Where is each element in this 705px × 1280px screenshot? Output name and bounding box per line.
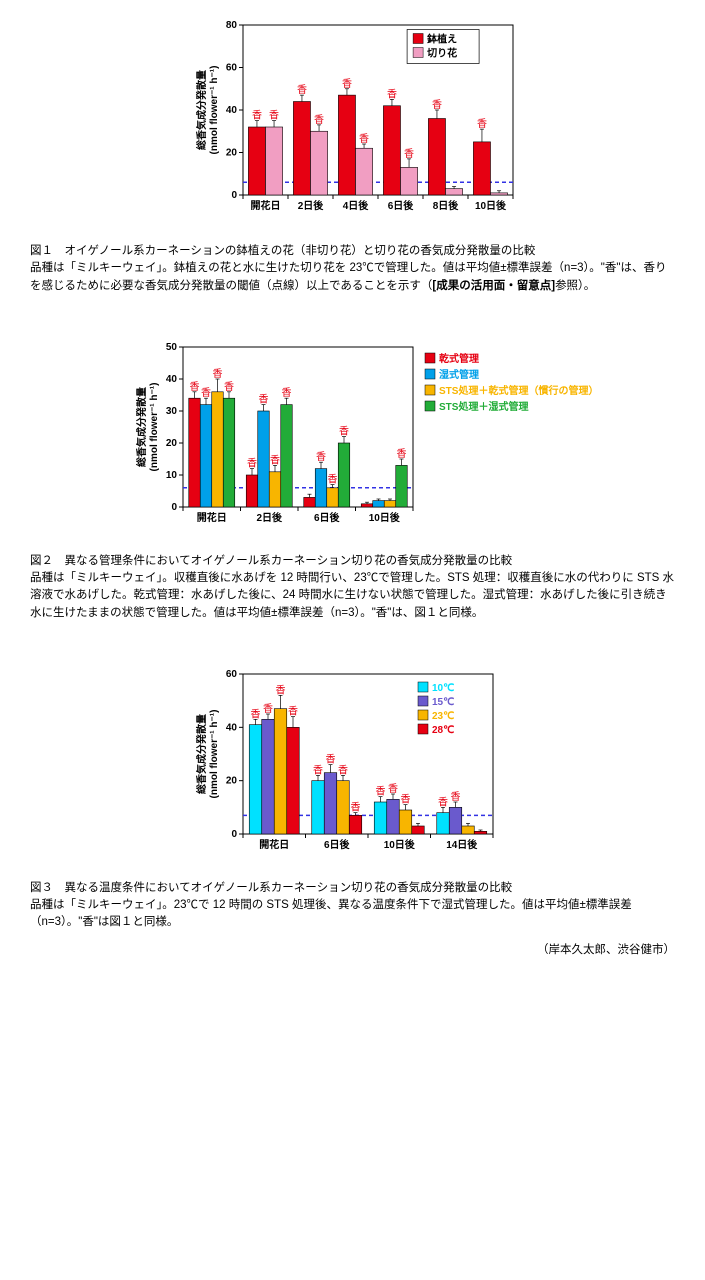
caption-title: 図２ 異なる管理条件においてオイゲノール系カーネーション切り花の香気成分発散量の… [30,553,675,570]
figure-1: 0 20 40 60 80 総香気成分発散量(nmol flower⁻¹ h⁻¹) 開花日 2… [30,15,675,235]
svg-text:STS処理＋乾式管理（慣行の管理）: STS処理＋乾式管理（慣行の管理） [439,384,593,397]
svg-text:10日後: 10日後 [383,838,415,851]
svg-text:香: 香 [313,764,323,776]
svg-text:香: 香 [224,381,234,393]
svg-text:14日後: 14日後 [446,838,478,851]
svg-text:STS処理＋湿式管理: STS処理＋湿式管理 [439,400,528,413]
svg-text:6日後: 6日後 [323,838,350,851]
svg-text:香: 香 [275,684,285,696]
svg-text:2日後: 2日後 [297,199,324,212]
svg-text:40: 40 [225,722,237,733]
caption-tail: 参照）。 [555,280,595,292]
caption-body: 品種は「ミルキーウェイ」。収穫直後に水あげを 12 時間行い、23℃で管理した。… [30,570,675,622]
svg-text:香: 香 [296,84,306,96]
svg-text:15℃: 15℃ [432,697,454,708]
svg-text:香: 香 [438,796,448,808]
svg-text:23℃: 23℃ [432,711,454,722]
svg-text:香: 香 [386,88,396,100]
caption-title: 図３ 異なる温度条件においてオイゲノール系カーネーション切り花の香気成分発散量の… [30,880,675,897]
svg-text:40: 40 [225,105,237,116]
svg-text:総香気成分発散量: 総香気成分発散量 [135,387,148,467]
svg-text:10日後: 10日後 [368,511,400,524]
svg-text:香: 香 [350,801,360,813]
svg-text:香: 香 [288,705,298,717]
figure-3-caption: 図３ 異なる温度条件においてオイゲノール系カーネーション切り花の香気成分発散量の… [30,880,675,932]
svg-text:香: 香 [396,448,406,460]
figure-3: 0 20 40 60 総香気成分発散量(nmol flower⁻¹ h⁻¹) 開花日 6日後… [30,662,675,872]
figure-3-chart: 0 20 40 60 総香気成分発散量(nmol flower⁻¹ h⁻¹) 開花日 6日後… [163,662,543,872]
svg-text:6日後: 6日後 [387,199,414,212]
svg-text:0: 0 [231,190,237,201]
svg-text:香: 香 [212,368,222,380]
svg-text:香: 香 [281,387,291,399]
caption-bold: [成果の活用面・留意点] [432,280,555,292]
svg-text:0: 0 [231,829,237,840]
svg-text:香: 香 [339,425,349,437]
svg-text:20: 20 [165,438,177,449]
svg-text:4日後: 4日後 [342,199,369,212]
svg-text:50: 50 [165,342,177,353]
figure-2-caption: 図２ 異なる管理条件においてオイゲノール系カーネーション切り花の香気成分発散量の… [30,553,675,622]
svg-text:香: 香 [258,393,268,405]
svg-text:香: 香 [431,99,441,111]
svg-text:40: 40 [165,374,177,385]
svg-text:(nmol flower⁻¹ h⁻¹): (nmol flower⁻¹ h⁻¹) [209,66,220,155]
svg-text:香: 香 [251,110,261,122]
svg-text:10: 10 [165,470,177,481]
svg-text:28℃: 28℃ [432,725,454,736]
svg-text:香: 香 [338,764,348,776]
svg-text:湿式管理: 湿式管理 [439,368,479,381]
svg-text:香: 香 [247,457,257,469]
svg-text:香: 香 [201,387,211,399]
svg-text:香: 香 [341,78,351,90]
svg-text:8日後: 8日後 [432,199,459,212]
svg-text:0: 0 [171,502,177,513]
svg-text:20: 20 [225,775,237,786]
svg-text:開花日: 開花日 [196,511,226,524]
figure-2-chart: 0 10 20 30 40 50 総香気成分発散量(nmol flower⁻¹ h⁻¹) 開花… [113,335,593,545]
credits: （岸本久太郎、渋谷健市） [30,942,675,959]
svg-text:(nmol flower⁻¹ h⁻¹): (nmol flower⁻¹ h⁻¹) [149,382,160,471]
svg-text:香: 香 [388,783,398,795]
svg-text:香: 香 [375,785,385,797]
svg-text:(nmol flower⁻¹ h⁻¹): (nmol flower⁻¹ h⁻¹) [209,709,220,798]
figure-1-caption: 図１ オイゲノール系カーネーションの鉢植えの花（非切り花）と切り花の香気成分発散… [30,243,675,295]
svg-text:10日後: 10日後 [474,199,506,212]
svg-text:30: 30 [165,406,177,417]
svg-text:香: 香 [400,793,410,805]
svg-text:香: 香 [476,118,486,130]
svg-text:10℃: 10℃ [432,683,454,694]
svg-text:開花日: 開花日 [250,199,280,212]
svg-text:香: 香 [314,114,324,126]
svg-text:60: 60 [225,669,237,680]
svg-text:60: 60 [225,63,237,74]
svg-text:香: 香 [189,381,199,393]
svg-text:香: 香 [250,708,260,720]
svg-text:香: 香 [325,753,335,765]
svg-text:80: 80 [225,20,237,31]
figure-1-chart: 0 20 40 60 80 総香気成分発散量(nmol flower⁻¹ h⁻¹) 開花日 2… [173,15,533,235]
svg-text:開花日: 開花日 [259,838,289,851]
svg-text:香: 香 [263,703,273,715]
caption-body: 品種は「ミルキーウェイ」。23℃で 12 時間の STS 処理後、異なる温度条件… [30,897,675,932]
svg-text:乾式管理: 乾式管理 [439,352,479,365]
svg-text:香: 香 [359,133,369,145]
svg-text:香: 香 [270,454,280,466]
svg-text:6日後: 6日後 [313,511,340,524]
caption-title: 図１ オイゲノール系カーネーションの鉢植えの花（非切り花）と切り花の香気成分発散… [30,243,675,260]
svg-text:総香気成分発散量: 総香気成分発散量 [195,70,208,150]
svg-text:香: 香 [450,791,460,803]
svg-text:香: 香 [404,148,414,160]
figure-2: 0 10 20 30 40 50 総香気成分発散量(nmol flower⁻¹ h⁻¹) 開花… [30,335,675,545]
svg-text:総香気成分発散量: 総香気成分発散量 [195,714,208,794]
svg-text:香: 香 [316,451,326,463]
svg-text:2日後: 2日後 [256,511,283,524]
svg-text:鉢植え: 鉢植え [427,33,457,46]
svg-text:切り花: 切り花 [427,47,457,60]
svg-text:20: 20 [225,148,237,159]
svg-text:香: 香 [327,473,337,485]
svg-text:香: 香 [269,110,279,122]
